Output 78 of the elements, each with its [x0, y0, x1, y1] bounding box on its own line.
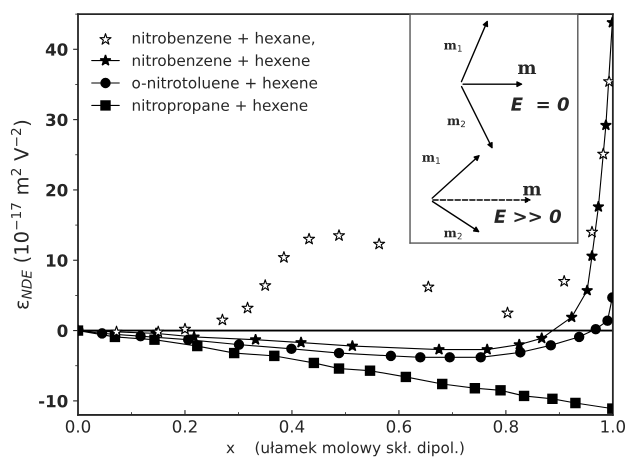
point: [346, 340, 358, 352]
point: [228, 348, 240, 358]
point: [592, 200, 604, 212]
x-tick-label: 0.6: [386, 420, 412, 433]
point: [476, 352, 486, 362]
point: [269, 350, 280, 362]
point: [547, 394, 558, 404]
point: [495, 385, 506, 396]
point: [302, 232, 316, 244]
y-tick-label: 30: [46, 114, 68, 126]
point: [581, 284, 594, 296]
point: [481, 343, 494, 355]
point: [334, 363, 344, 374]
point: [574, 332, 584, 342]
point: [241, 302, 254, 314]
point: [433, 343, 446, 355]
y-tick-label: 40: [46, 43, 68, 56]
annotation: m$_{1}$: [422, 155, 440, 164]
point: [570, 398, 581, 408]
y-tick-label: -10: [39, 394, 68, 408]
point: [600, 118, 612, 130]
point: [437, 378, 448, 390]
x-axis-title: x (ułamek molowy skł. dipol.): [226, 442, 464, 456]
annotation: m$_{2}$: [444, 230, 462, 240]
point: [192, 340, 202, 352]
x-tick-label: 0.0: [66, 420, 90, 433]
point: [334, 348, 344, 358]
y-tick-label: 20: [46, 184, 68, 196]
x-tick-label: 0.2: [172, 420, 197, 433]
point: [518, 390, 530, 402]
point: [295, 336, 308, 348]
point: [332, 229, 346, 241]
x-tick-label: 0.8: [494, 420, 518, 433]
point: [400, 372, 412, 382]
x-tick-label: 1.0: [601, 420, 625, 433]
x-tick-label: 0.4: [280, 420, 304, 433]
legend-label: nitrobenzene + hexane,: [132, 32, 314, 46]
point: [444, 352, 455, 362]
point: [536, 332, 548, 344]
point: [470, 383, 480, 394]
point: [110, 326, 123, 338]
legend-label: o-nitrotoluene + hexene: [132, 76, 318, 89]
point: [602, 316, 613, 326]
point: [364, 365, 376, 376]
point: [558, 274, 570, 287]
annotation: E = 0: [511, 97, 569, 111]
point: [590, 324, 601, 334]
y-tick-label: 0: [57, 324, 68, 338]
point: [586, 250, 598, 262]
annotation: m: [518, 64, 536, 74]
point: [515, 347, 526, 358]
point: [216, 314, 228, 326]
legend-label: nitrobenzene + hexene: [132, 54, 310, 66]
y-tick-label: 10: [46, 254, 68, 267]
point: [422, 280, 434, 292]
annotation: m: [523, 186, 542, 196]
point: [415, 352, 426, 362]
point: [149, 334, 160, 345]
point: [234, 339, 244, 350]
annotation: m$_{2}$: [447, 118, 465, 128]
point: [259, 279, 272, 291]
annotation: m$_{1}$: [444, 42, 462, 52]
point: [546, 340, 556, 351]
point: [566, 310, 578, 322]
legend-label: nitropropane + hexene: [132, 99, 308, 114]
point: [308, 358, 320, 368]
point: [250, 333, 262, 345]
point: [286, 344, 297, 354]
point: [182, 334, 194, 345]
point: [386, 350, 396, 362]
annotation: E >> 0: [494, 209, 561, 224]
point: [278, 251, 290, 263]
point: [501, 306, 514, 318]
point: [586, 226, 598, 238]
point: [178, 322, 192, 334]
text: ε$_{NDE}$ (10$^{−17}$ m$^{2}$ V$^{−2}$): [10, 120, 32, 309]
point: [373, 238, 386, 250]
point: [597, 148, 610, 160]
